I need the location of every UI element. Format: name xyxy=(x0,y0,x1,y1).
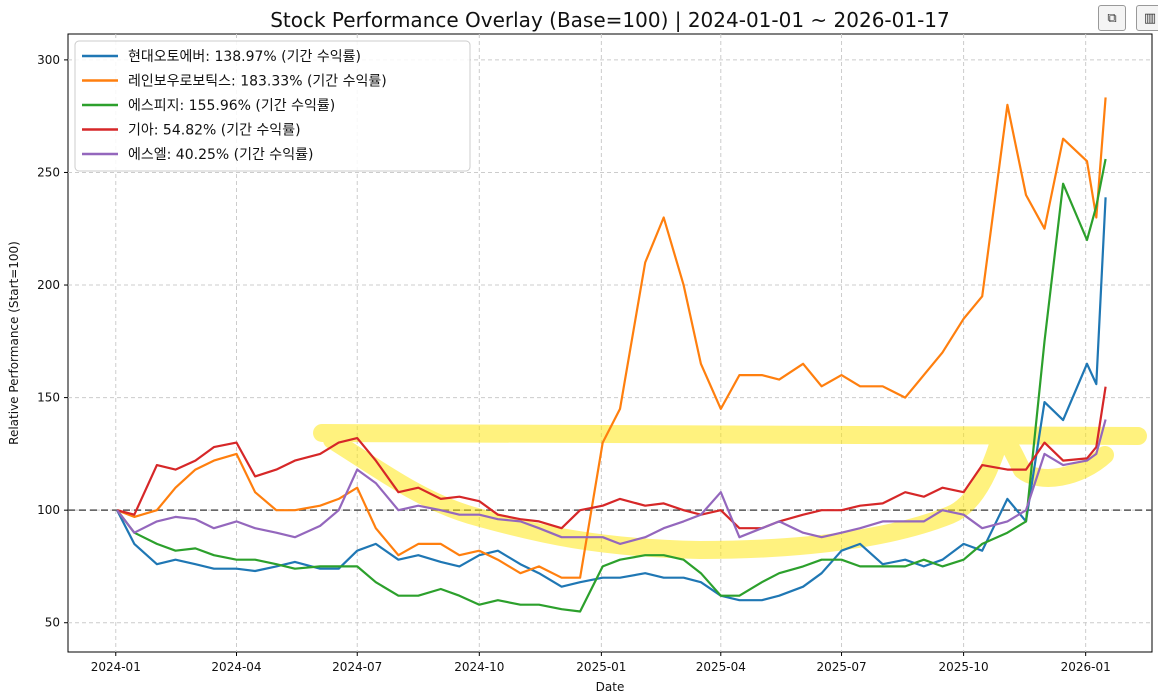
y-tick-label: 300 xyxy=(37,53,60,67)
y-axis: 50 100 150 200 250 300 xyxy=(37,53,68,630)
x-axis: 2024-01 2024-04 2024-07 2024-10 2025-01 2025-… xyxy=(91,652,1111,674)
x-tick-label: 2024-04 xyxy=(211,660,261,674)
x-tick-label: 2026-01 xyxy=(1061,660,1111,674)
y-tick-label: 250 xyxy=(37,165,60,179)
series-lines xyxy=(116,97,1107,613)
x-tick-label: 2024-10 xyxy=(454,660,504,674)
y-tick-label: 200 xyxy=(37,278,60,292)
legend: 현대오토에버: 138.97% (기간 수익률) 레인보우로보틱스: 183.33… xyxy=(74,40,471,172)
series-line-3 xyxy=(116,386,1107,530)
legend-box xyxy=(74,40,471,172)
x-tick-label: 2025-07 xyxy=(816,660,866,674)
series-line-4 xyxy=(116,419,1107,546)
legend-label: 레인보우로보틱스: 183.33% (기간 수익률) xyxy=(128,74,387,90)
x-axis-label: Date xyxy=(596,680,625,694)
legend-label: 현대오토에버: 138.97% (기간 수익률) xyxy=(128,49,361,65)
y-axis-label: Relative Performance (Start=100) xyxy=(7,241,21,445)
x-tick-label: 2025-04 xyxy=(696,660,746,674)
chart-title: Stock Performance Overlay (Base=100) | 2… xyxy=(270,8,950,32)
series-line-2 xyxy=(116,158,1107,613)
y-tick-label: 100 xyxy=(37,503,60,517)
x-tick-label: 2024-01 xyxy=(91,660,141,674)
x-tick-label: 2025-10 xyxy=(939,660,989,674)
x-tick-label: 2025-01 xyxy=(576,660,626,674)
bar-chart-icon: ▥ xyxy=(1143,10,1157,26)
copy-icon: ⧉ xyxy=(1107,10,1117,26)
legend-label: 기아: 54.82% (기간 수익률) xyxy=(128,123,301,139)
x-tick-label: 2024-07 xyxy=(332,660,382,674)
chart-button[interactable]: ▥ xyxy=(1136,5,1158,31)
legend-label: 에스피지: 155.96% (기간 수익률) xyxy=(128,98,335,114)
series-line-1 xyxy=(116,97,1107,579)
y-tick-label: 150 xyxy=(37,391,60,405)
copy-button[interactable]: ⧉ xyxy=(1098,5,1126,31)
y-tick-label: 50 xyxy=(45,616,60,630)
legend-label: 에스엘: 40.25% (기간 수익률) xyxy=(128,147,313,163)
